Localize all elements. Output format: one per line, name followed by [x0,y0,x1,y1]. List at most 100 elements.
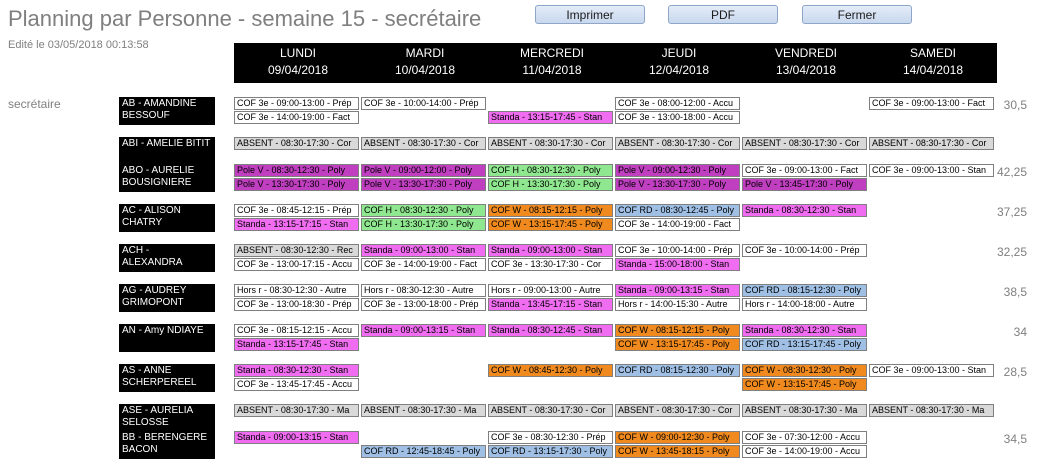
group-label: secrétaire [8,97,61,111]
schedule-slot[interactable]: Pole V - 13:30-17:30 - Poly [361,178,486,191]
schedule-slot[interactable]: COF 3e - 07:30-12:00 - Accu [742,431,867,444]
schedule-slot[interactable]: ABSENT - 08:30-17:30 - Ma [234,404,359,417]
person-total-hours: 34 [1013,325,1027,339]
schedule-slot[interactable]: COF RD - 08:15-12:30 - Poly [615,364,740,377]
schedule-slot[interactable]: COF RD - 08:30-12:45 - Poly [615,204,740,217]
schedule-slot[interactable]: ABSENT - 08:30-17:30 - Cor [615,404,740,417]
schedule-slot[interactable]: ABSENT - 08:30-12:30 - Rec [234,244,359,257]
day-name: VENDREDI [774,46,837,60]
schedule-slot[interactable]: COF 3e - 08:00-12:00 - Accu [615,97,740,110]
schedule-slot[interactable]: COF 3e - 14:00-19:00 - Fact [615,218,740,231]
schedule-slot[interactable]: ABSENT - 08:30-17:30 - Cor [361,137,486,150]
close-button[interactable]: Fermer [802,5,912,24]
schedule-slot[interactable]: Standa - 13:45-17:15 - Stan [488,298,613,311]
schedule-slot[interactable]: COF 3e - 13:00-18:00 - Accu [615,111,740,124]
schedule-slot[interactable]: COF 3e - 09:00-13:00 - Fact [869,97,994,110]
schedule-slot[interactable]: Standa - 09:00-13:15 - Stan [615,284,740,297]
schedule-slot[interactable]: COF 3e - 10:00-14:00 - Prép [742,244,867,257]
schedule-slot[interactable]: Standa - 15:00-18:00 - Stan [615,258,740,271]
schedule-slot[interactable]: COF RD - 13:15-17:30 - Poly [488,445,613,458]
schedule-slot[interactable]: COF 3e - 14:00-19:00 - Fact [361,258,486,271]
day-header-thursday: JEUDI 12/04/2018 [615,43,743,83]
schedule-slot[interactable]: COF 3e - 10:00-14:00 - Prép [615,244,740,257]
schedule-slot[interactable]: COF 3e - 08:30-12:30 - Prép [488,431,613,444]
person-total-hours: 37,25 [996,205,1027,219]
schedule-slot[interactable]: COF W - 08:15-12:15 - Poly [488,204,613,217]
schedule-slot[interactable]: Standa - 13:15-17:15 - Stan [234,218,359,231]
person-label: ABO - AURELIE BOUSIGNIERE [119,164,215,192]
schedule-slot[interactable]: COF RD - 12:45-18:45 - Poly [361,445,486,458]
schedule-slot[interactable]: COF W - 08:45-12:30 - Poly [488,364,613,377]
schedule-slot[interactable]: ABSENT - 08:30-17:30 - Ma [742,404,867,417]
schedule-slot[interactable]: COF 3e - 13:00-17:15 - Accu [234,258,359,271]
schedule-slot[interactable]: COF W - 08:15-12:15 - Poly [615,324,740,337]
schedule-slot[interactable]: Standa - 08:30-12:30 - Stan [742,324,867,337]
person-total-hours: 32,25 [996,245,1027,259]
schedule-slot[interactable]: Hors r - 14:00-15:30 - Autre [615,298,740,311]
schedule-slot[interactable]: COF 3e - 09:00-13:00 - Stan [869,164,994,177]
schedule-slot[interactable]: COF 3e - 13:30-17:30 - Cor [488,258,613,271]
schedule-slot[interactable]: ABSENT - 08:30-17:30 - Cor [615,137,740,150]
schedule-slot[interactable]: Hors r - 14:00-18:00 - Autre [742,298,867,311]
schedule-slot[interactable]: COF W - 13:15-17:45 - Poly [615,338,740,351]
schedule-slot[interactable]: COF H - 08:30-12:30 - Poly [361,204,486,217]
schedule-slot[interactable]: ABSENT - 08:30-17:30 - Ma [869,404,994,417]
schedule-slot[interactable]: COF W - 09:00-12:30 - Poly [615,431,740,444]
schedule-slot[interactable]: ABSENT - 08:30-17:30 - Cor [742,137,867,150]
day-header-tuesday: MARDI 10/04/2018 [361,43,489,83]
schedule-slot[interactable]: ABSENT - 08:30-17:30 - Cor [234,137,359,150]
schedule-slot[interactable]: Pole V - 13:45-17:30 - Poly [742,178,867,191]
schedule-slot[interactable]: Standa - 13:15-17:45 - Stan [488,111,613,124]
day-name: MARDI [405,46,445,60]
schedule-slot[interactable]: Standa - 09:00-13:00 - Stan [488,244,613,257]
schedule-slot[interactable]: COF H - 13:30-17:30 - Poly [361,218,486,231]
schedule-slot[interactable]: Standa - 08:30-12:45 - Stan [488,324,613,337]
schedule-slot[interactable]: COF H - 13:30-17:30 - Poly [488,178,613,191]
schedule-slot[interactable]: COF 3e - 13:45-17:45 - Accu [234,378,359,391]
schedule-slot[interactable]: Standa - 09:00-13:00 - Stan [361,244,486,257]
schedule-slot[interactable]: ABSENT - 08:30-17:30 - Ma [361,404,486,417]
schedule-slot[interactable]: ABSENT - 08:30-17:30 - Cor [488,137,613,150]
schedule-slot[interactable]: COF 3e - 08:45-12:15 - Prép [234,204,359,217]
schedule-slot[interactable]: Pole V - 08:30-12:30 - Poly [234,164,359,177]
schedule-slot[interactable]: Pole V - 13:30-17:30 - Poly [615,178,740,191]
schedule-slot[interactable]: COF 3e - 09:00-13:00 - Stan [869,364,994,377]
schedule-slot[interactable]: Hors r - 08:30-12:30 - Autre [361,284,486,297]
print-button[interactable]: Imprimer [535,5,645,24]
day-header-friday: VENDREDI 13/04/2018 [742,43,870,83]
person-total-hours: 30,5 [1003,98,1027,112]
schedule-slot[interactable]: ABSENT - 08:30-17:30 - Cor [869,137,994,150]
schedule-slot[interactable]: Standa - 13:15-17:45 - Stan [234,338,359,351]
schedule-slot[interactable]: COF RD - 08:15-12:30 - Poly [742,284,867,297]
schedule-slot[interactable]: COF 3e - 09:00-13:00 - Prép [234,97,359,110]
person-total-hours: 28,5 [1003,365,1027,379]
schedule-slot[interactable]: COF H - 08:30-12:30 - Poly [488,164,613,177]
schedule-slot[interactable]: COF W - 13:15-17:45 - Poly [742,378,867,391]
schedule-slot[interactable]: COF W - 08:30-12:30 - Poly [742,364,867,377]
schedule-slot[interactable]: COF W - 13:15-17:45 - Poly [488,218,613,231]
schedule-slot[interactable]: COF 3e - 09:00-13:00 - Fact [742,164,867,177]
day-date: 10/04/2018 [394,63,456,77]
schedule-slot[interactable]: COF RD - 13:15-17:45 - Poly [742,338,867,351]
schedule-slot[interactable]: COF 3e - 14:00-19:00 - Fact [234,111,359,124]
schedule-slot[interactable]: COF 3e - 08:15-12:15 - Accu [234,324,359,337]
schedule-slot[interactable]: Hors r - 08:30-12:30 - Autre [234,284,359,297]
schedule-slot[interactable]: Pole V - 13:30-17:30 - Poly [234,178,359,191]
schedule-slot[interactable]: Pole V - 09:00-12:30 - Poly [615,164,740,177]
person-label: ASE - AURELIA SELOSSE [119,404,215,432]
person-label: AN - Amy NDIAYE [119,324,215,352]
schedule-slot[interactable]: COF 3e - 13:00-18:30 - Prép [234,298,359,311]
schedule-slot[interactable]: Standa - 08:30-12:30 - Stan [742,204,867,217]
schedule-slot[interactable]: Standa - 09:00-13:15 - Stan [234,431,359,444]
schedule-slot[interactable]: Standa - 08:30-12:30 - Stan [234,364,359,377]
schedule-slot[interactable]: Standa - 09:00-13:15 - Stan [361,324,486,337]
schedule-slot[interactable]: COF W - 13:45-18:15 - Poly [615,445,740,458]
pdf-button[interactable]: PDF [668,5,778,24]
schedule-slot[interactable]: Hors r - 09:00-13:00 - Autre [488,284,613,297]
schedule-slot[interactable]: ABSENT - 08:30-17:30 - Cor [488,404,613,417]
schedule-slot[interactable]: COF 3e - 13:00-18:00 - Prép [361,298,486,311]
schedule-slot[interactable]: Pole V - 09:00-12:00 - Poly [361,164,486,177]
person-label: AB - AMANDINE BESSOUF [119,97,215,125]
schedule-slot[interactable]: COF 3e - 10:00-14:00 - Prép [361,97,486,110]
schedule-slot[interactable]: COF 3e - 14:00-19:00 - Accu [742,445,867,458]
